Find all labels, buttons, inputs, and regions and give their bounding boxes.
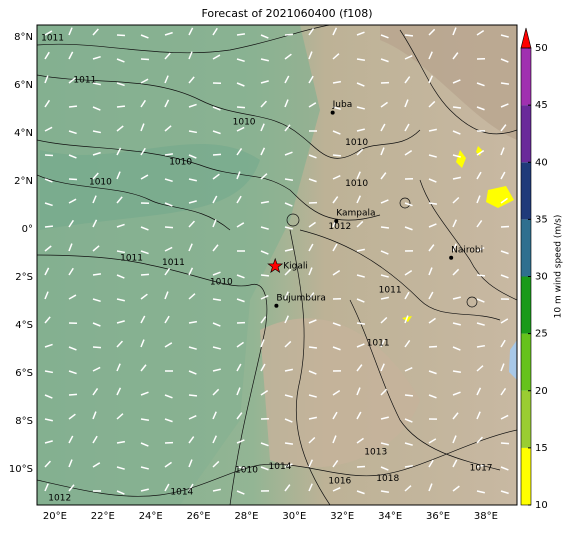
wind-barb xyxy=(141,274,149,275)
contour-label: 1010 xyxy=(345,179,368,189)
y-tick-label: 4°S xyxy=(15,320,33,331)
wind-barb xyxy=(45,226,53,227)
colorbar-tick-label: 45 xyxy=(535,100,548,111)
contour-label: 1011 xyxy=(367,339,390,349)
city-dot xyxy=(274,304,278,308)
wind-barb xyxy=(45,155,53,156)
wind-barb xyxy=(453,107,461,108)
colorbar-tick-label: 30 xyxy=(535,272,548,283)
contour-label: 1012 xyxy=(328,222,351,232)
city-dot xyxy=(331,111,335,115)
wind-barb xyxy=(285,34,293,35)
colorbar-tick-label: 50 xyxy=(535,43,548,54)
contour-label: 1011 xyxy=(41,34,64,44)
colorbar-segment xyxy=(521,48,531,105)
city-label: Nairobi xyxy=(451,245,483,255)
colorbar-tick-label: 40 xyxy=(535,157,548,168)
wind-barb xyxy=(381,227,389,228)
contour-label: 1010 xyxy=(235,466,258,476)
y-tick-label: 2°N xyxy=(14,176,33,187)
contour-label: 1011 xyxy=(379,286,402,296)
contour-label: 1011 xyxy=(120,253,143,263)
colorbar-segment xyxy=(521,391,531,448)
contour-label: 1012 xyxy=(48,493,71,503)
colorbar-label: 10 m wind speed (m/s) xyxy=(554,215,564,319)
wind-barb xyxy=(189,395,197,396)
title: Forecast of 2021060400 (f108) xyxy=(201,7,372,20)
x-tick-label: 36°E xyxy=(426,511,450,522)
x-tick-label: 32°E xyxy=(330,511,354,522)
x-tick-label: 26°E xyxy=(187,511,211,522)
colorbar-segment xyxy=(521,219,531,276)
colorbar-segment xyxy=(521,105,531,162)
contour-label: 1010 xyxy=(345,138,368,148)
y-tick-label: 8°S xyxy=(15,416,33,427)
wind-barb xyxy=(213,154,221,155)
city-label: Bujumbura xyxy=(276,293,325,303)
wind-barb xyxy=(405,395,413,396)
wind-barb xyxy=(261,275,269,276)
y-tick-label: 10°S xyxy=(9,464,33,475)
wind-barb xyxy=(477,275,485,276)
contour-label: 1010 xyxy=(210,277,233,287)
city-label: Juba xyxy=(332,100,353,110)
contour-label: 1010 xyxy=(89,178,112,188)
wind-barb xyxy=(333,155,341,156)
x-tick-label: 34°E xyxy=(378,511,402,522)
colorbar-tick-label: 15 xyxy=(535,443,548,454)
colorbar-tick-label: 10 xyxy=(535,500,548,511)
x-tick-label: 20°E xyxy=(43,511,67,522)
wind-barb xyxy=(501,443,509,444)
colorbar-segment xyxy=(521,162,531,219)
city-dot xyxy=(449,256,453,260)
x-tick-label: 24°E xyxy=(139,511,163,522)
colorbar-tick-label: 35 xyxy=(535,214,548,225)
y-tick-label: 2°S xyxy=(15,272,33,283)
wind-barb xyxy=(117,106,125,107)
colorbar-tick-label: 25 xyxy=(535,329,548,340)
wind-barb xyxy=(309,347,317,348)
contour-label: 1011 xyxy=(162,258,185,268)
contour-label: 1011 xyxy=(73,76,96,86)
colorbar-extend xyxy=(521,28,531,48)
colorbar-segment xyxy=(521,277,531,334)
y-tick-label: 4°N xyxy=(14,128,33,139)
wind-barb xyxy=(69,394,77,395)
city-label: Kigali xyxy=(283,262,308,272)
city-dot xyxy=(334,219,338,223)
colorbar-segment xyxy=(521,334,531,391)
x-tick-label: 28°E xyxy=(234,511,258,522)
y-tick-label: 0° xyxy=(22,224,33,235)
contour-label: 1018 xyxy=(376,474,399,484)
wind-barb xyxy=(69,106,77,107)
contour-label: 1010 xyxy=(169,157,192,167)
wind-barb xyxy=(237,107,245,108)
contour-label: 1017 xyxy=(470,463,493,473)
wind-barb xyxy=(117,35,125,36)
contour-label: 1013 xyxy=(364,448,387,458)
contour-label: 1016 xyxy=(328,477,351,487)
wind-barb xyxy=(93,347,101,348)
contour-label: 1014 xyxy=(170,487,193,497)
colorbar-segment xyxy=(521,448,531,505)
contour-label: 1010 xyxy=(233,118,256,128)
y-tick-label: 6°N xyxy=(14,80,33,91)
colorbar-tick-label: 20 xyxy=(535,386,548,397)
wind-barb xyxy=(165,227,173,228)
x-tick-label: 30°E xyxy=(282,511,306,522)
y-tick-label: 6°S xyxy=(15,368,33,379)
contour-label: 1014 xyxy=(269,462,292,472)
city-label: Kampala xyxy=(336,209,375,219)
x-tick-label: 38°E xyxy=(474,511,498,522)
y-tick-label: 8°N xyxy=(14,32,33,43)
x-tick-label: 22°E xyxy=(91,511,115,522)
wind-barb xyxy=(405,35,413,36)
